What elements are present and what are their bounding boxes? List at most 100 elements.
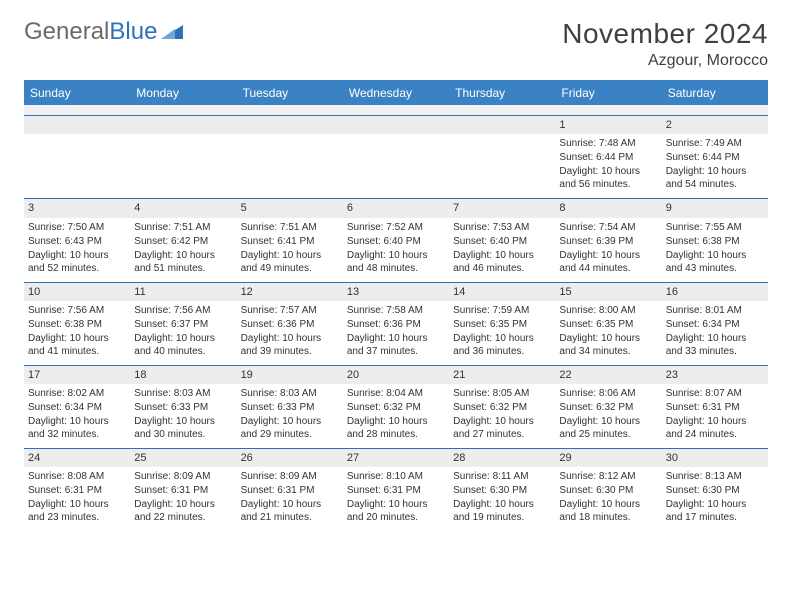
dow-header: Thursday bbox=[449, 80, 555, 105]
sunrise-line: Sunrise: 8:06 AM bbox=[559, 387, 657, 400]
brand-name-b: Blue bbox=[109, 18, 157, 46]
day-number: 5 bbox=[237, 199, 343, 217]
empty-daynum bbox=[24, 116, 130, 134]
empty-cell bbox=[24, 115, 130, 198]
daylight-line: Daylight: 10 hours and 46 minutes. bbox=[453, 249, 551, 275]
day-cell: 6 Sunrise: 7:52 AMSunset: 6:40 PMDaylight… bbox=[343, 198, 449, 281]
daylight-line: Daylight: 10 hours and 43 minutes. bbox=[666, 249, 764, 275]
sunrise-line: Sunrise: 8:11 AM bbox=[453, 470, 551, 483]
day-cell: 21Sunrise: 8:05 AMSunset: 6:32 PMDayligh… bbox=[449, 365, 555, 448]
day-number: 20 bbox=[343, 366, 449, 384]
month-title: November 2024 bbox=[562, 18, 768, 50]
daylight-line: Daylight: 10 hours and 29 minutes. bbox=[241, 415, 339, 441]
day-number: 4 bbox=[130, 199, 236, 217]
sunset-line: Sunset: 6:42 PM bbox=[134, 235, 232, 248]
day-info: Sunrise: 8:08 AMSunset: 6:31 PMDaylight:… bbox=[28, 470, 126, 524]
sunset-line: Sunset: 6:33 PM bbox=[241, 401, 339, 414]
sunset-line: Sunset: 6:30 PM bbox=[666, 484, 764, 497]
day-info: Sunrise: 8:09 AMSunset: 6:31 PMDaylight:… bbox=[241, 470, 339, 524]
daylight-line: Daylight: 10 hours and 22 minutes. bbox=[134, 498, 232, 524]
day-info: Sunrise: 7:55 AMSunset: 6:38 PMDaylight:… bbox=[666, 221, 764, 275]
empty-cell bbox=[237, 115, 343, 198]
day-info: Sunrise: 7:54 AMSunset: 6:39 PMDaylight:… bbox=[559, 221, 657, 275]
sunset-line: Sunset: 6:41 PM bbox=[241, 235, 339, 248]
sunrise-line: Sunrise: 8:04 AM bbox=[347, 387, 445, 400]
empty-daynum bbox=[343, 116, 449, 134]
day-number: 3 bbox=[24, 199, 130, 217]
day-number: 12 bbox=[237, 283, 343, 301]
daylight-line: Daylight: 10 hours and 18 minutes. bbox=[559, 498, 657, 524]
day-number: 22 bbox=[555, 366, 661, 384]
sunrise-line: Sunrise: 8:13 AM bbox=[666, 470, 764, 483]
empty-daynum bbox=[449, 116, 555, 134]
sunset-line: Sunset: 6:35 PM bbox=[559, 318, 657, 331]
day-number: 13 bbox=[343, 283, 449, 301]
day-cell: 28Sunrise: 8:11 AMSunset: 6:30 PMDayligh… bbox=[449, 448, 555, 531]
sunrise-line: Sunrise: 7:51 AM bbox=[134, 221, 232, 234]
daylight-line: Daylight: 10 hours and 56 minutes. bbox=[559, 165, 657, 191]
empty-daynum bbox=[130, 116, 236, 134]
dow-header: Monday bbox=[130, 80, 236, 105]
sunrise-line: Sunrise: 8:00 AM bbox=[559, 304, 657, 317]
day-cell: 7Sunrise: 7:53 AMSunset: 6:40 PMDaylight… bbox=[449, 198, 555, 281]
day-number: 6 bbox=[343, 199, 449, 217]
day-number: 10 bbox=[24, 283, 130, 301]
daylight-line: Daylight: 10 hours and 39 minutes. bbox=[241, 332, 339, 358]
sunrise-line: Sunrise: 7:59 AM bbox=[453, 304, 551, 317]
sunset-line: Sunset: 6:38 PM bbox=[28, 318, 126, 331]
day-cell: 8Sunrise: 7:54 AMSunset: 6:39 PMDaylight… bbox=[555, 198, 661, 281]
day-cell: 5Sunrise: 7:51 AMSunset: 6:41 PMDaylight… bbox=[237, 198, 343, 281]
day-cell: 27Sunrise: 8:10 AMSunset: 6:31 PMDayligh… bbox=[343, 448, 449, 531]
sunset-line: Sunset: 6:33 PM bbox=[134, 401, 232, 414]
day-info: Sunrise: 7:56 AMSunset: 6:38 PMDaylight:… bbox=[28, 304, 126, 358]
day-cell: 25 Sunrise: 8:09 AMSunset: 6:31 PMDayligh… bbox=[130, 448, 236, 531]
day-number: 15 bbox=[555, 283, 661, 301]
day-number: 16 bbox=[662, 283, 768, 301]
day-number: 11 bbox=[130, 283, 236, 301]
day-number: 21 bbox=[449, 366, 555, 384]
day-info: Sunrise: 8:02 AMSunset: 6:34 PMDaylight:… bbox=[28, 387, 126, 441]
day-info: Sunrise: 7:52 AMSunset: 6:40 PMDaylight:… bbox=[347, 221, 445, 275]
sunrise-line: Sunrise: 8:09 AM bbox=[134, 470, 232, 483]
sunset-line: Sunset: 6:32 PM bbox=[453, 401, 551, 414]
sunrise-line: Sunrise: 7:58 AM bbox=[347, 304, 445, 317]
day-cell: 13Sunrise: 7:58 AMSunset: 6:36 PMDayligh… bbox=[343, 282, 449, 365]
day-cell: 15 Sunrise: 8:00 AMSunset: 6:35 PMDayligh… bbox=[555, 282, 661, 365]
day-info: Sunrise: 8:12 AMSunset: 6:30 PMDaylight:… bbox=[559, 470, 657, 524]
daylight-line: Daylight: 10 hours and 34 minutes. bbox=[559, 332, 657, 358]
day-info: Sunrise: 7:56 AMSunset: 6:37 PMDaylight:… bbox=[134, 304, 232, 358]
sunrise-line: Sunrise: 7:56 AM bbox=[134, 304, 232, 317]
day-cell: 11 Sunrise: 7:56 AMSunset: 6:37 PMDayligh… bbox=[130, 282, 236, 365]
sunset-line: Sunset: 6:34 PM bbox=[28, 401, 126, 414]
day-number: 26 bbox=[237, 449, 343, 467]
sunrise-line: Sunrise: 7:57 AM bbox=[241, 304, 339, 317]
daylight-line: Daylight: 10 hours and 30 minutes. bbox=[134, 415, 232, 441]
day-info: Sunrise: 7:48 AMSunset: 6:44 PMDaylight:… bbox=[559, 137, 657, 191]
daylight-line: Daylight: 10 hours and 19 minutes. bbox=[453, 498, 551, 524]
sunset-line: Sunset: 6:39 PM bbox=[559, 235, 657, 248]
sunrise-line: Sunrise: 8:03 AM bbox=[134, 387, 232, 400]
sunrise-line: Sunrise: 8:12 AM bbox=[559, 470, 657, 483]
sunrise-line: Sunrise: 8:08 AM bbox=[28, 470, 126, 483]
day-number: 19 bbox=[237, 366, 343, 384]
day-info: Sunrise: 7:53 AMSunset: 6:40 PMDaylight:… bbox=[453, 221, 551, 275]
calendar-grid: SundayMondayTuesdayWednesdayThursdayFrid… bbox=[24, 80, 768, 531]
day-info: Sunrise: 8:09 AMSunset: 6:31 PMDaylight:… bbox=[134, 470, 232, 524]
day-info: Sunrise: 8:03 AMSunset: 6:33 PMDaylight:… bbox=[134, 387, 232, 441]
day-info: Sunrise: 8:03 AMSunset: 6:33 PMDaylight:… bbox=[241, 387, 339, 441]
day-cell: 14Sunrise: 7:59 AMSunset: 6:35 PMDayligh… bbox=[449, 282, 555, 365]
daylight-line: Daylight: 10 hours and 41 minutes. bbox=[28, 332, 126, 358]
day-cell: 9Sunrise: 7:55 AMSunset: 6:38 PMDaylight… bbox=[662, 198, 768, 281]
sunset-line: Sunset: 6:31 PM bbox=[666, 401, 764, 414]
sunrise-line: Sunrise: 7:50 AM bbox=[28, 221, 126, 234]
sunrise-line: Sunrise: 7:48 AM bbox=[559, 137, 657, 150]
day-number: 25 bbox=[130, 449, 236, 467]
dow-header: Tuesday bbox=[237, 80, 343, 105]
day-cell: 22Sunrise: 8:06 AMSunset: 6:32 PMDayligh… bbox=[555, 365, 661, 448]
sunset-line: Sunset: 6:34 PM bbox=[666, 318, 764, 331]
day-info: Sunrise: 8:10 AMSunset: 6:31 PMDaylight:… bbox=[347, 470, 445, 524]
day-info: Sunrise: 7:57 AMSunset: 6:36 PMDaylight:… bbox=[241, 304, 339, 358]
daylight-line: Daylight: 10 hours and 37 minutes. bbox=[347, 332, 445, 358]
day-cell: 24Sunrise: 8:08 AMSunset: 6:31 PMDayligh… bbox=[24, 448, 130, 531]
day-info: Sunrise: 8:13 AMSunset: 6:30 PMDaylight:… bbox=[666, 470, 764, 524]
